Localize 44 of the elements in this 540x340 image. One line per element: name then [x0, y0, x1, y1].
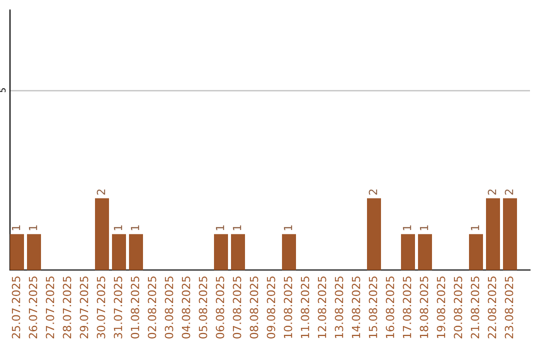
data-label: 1: [402, 225, 412, 230]
data-label: 2: [96, 190, 106, 195]
x-tick-label: 09.08.2025: [266, 276, 276, 338]
x-tick-label: 03.08.2025: [164, 276, 174, 338]
x-tick-label: 08.08.2025: [250, 276, 258, 338]
data-label: 1: [28, 225, 38, 230]
x-tick-label: 19.08.2025: [436, 276, 446, 338]
x-tick-label: 06.08.2025: [216, 276, 224, 338]
data-label: 1: [216, 225, 224, 230]
data-label: 1: [232, 225, 242, 230]
x-tick-label: 30.07.2025: [96, 276, 106, 338]
x-tick-label: 20.08.2025: [454, 276, 462, 338]
x-tick-label: 18.08.2025: [420, 276, 428, 338]
x-tick-label: 21.08.2025: [470, 276, 480, 338]
x-tick-label: 23.08.2025: [504, 276, 514, 338]
x-tick-label: 31.07.2025: [114, 276, 122, 338]
data-label: 2: [504, 190, 514, 195]
x-tick-label: 28.07.2025: [62, 276, 72, 338]
x-tick-label: 13.08.2025: [334, 276, 344, 338]
data-label: 1: [470, 225, 480, 230]
x-tick-label: 26.07.2025: [28, 276, 38, 338]
data-label: 1: [114, 225, 122, 230]
x-tick-label: 15.08.2025: [368, 276, 378, 338]
data-label: 2: [488, 190, 496, 195]
x-tick-label: 10.08.2025: [284, 276, 292, 338]
x-tick-label: 27.07.2025: [46, 276, 54, 338]
x-tick-label: 17.08.2025: [402, 276, 412, 338]
data-label: 1: [284, 225, 292, 230]
x-tick-label: 11.08.2025: [300, 276, 310, 338]
x-tick-label: 07.08.2025: [232, 276, 242, 338]
data-label: 2: [368, 190, 378, 195]
x-tick-label: 05.08.2025: [198, 276, 208, 338]
x-tick-label: 16.08.2025: [386, 276, 394, 338]
x-tick-label: 22.08.2025: [488, 276, 496, 338]
x-tick-label: 29.07.2025: [80, 276, 88, 338]
data-label: 1: [420, 225, 428, 230]
x-tick-label: 02.08.2025: [148, 276, 156, 338]
x-tick-label: 12.08.2025: [318, 276, 326, 338]
data-label: 1: [12, 225, 20, 230]
data-label: 1: [130, 225, 140, 230]
x-tick-label: 01.08.2025: [130, 276, 140, 338]
x-tick-label: 25.07.2025: [12, 276, 20, 338]
x-tick-label: 04.08.2025: [182, 276, 190, 338]
x-tick-label: 14.08.2025: [352, 276, 360, 338]
